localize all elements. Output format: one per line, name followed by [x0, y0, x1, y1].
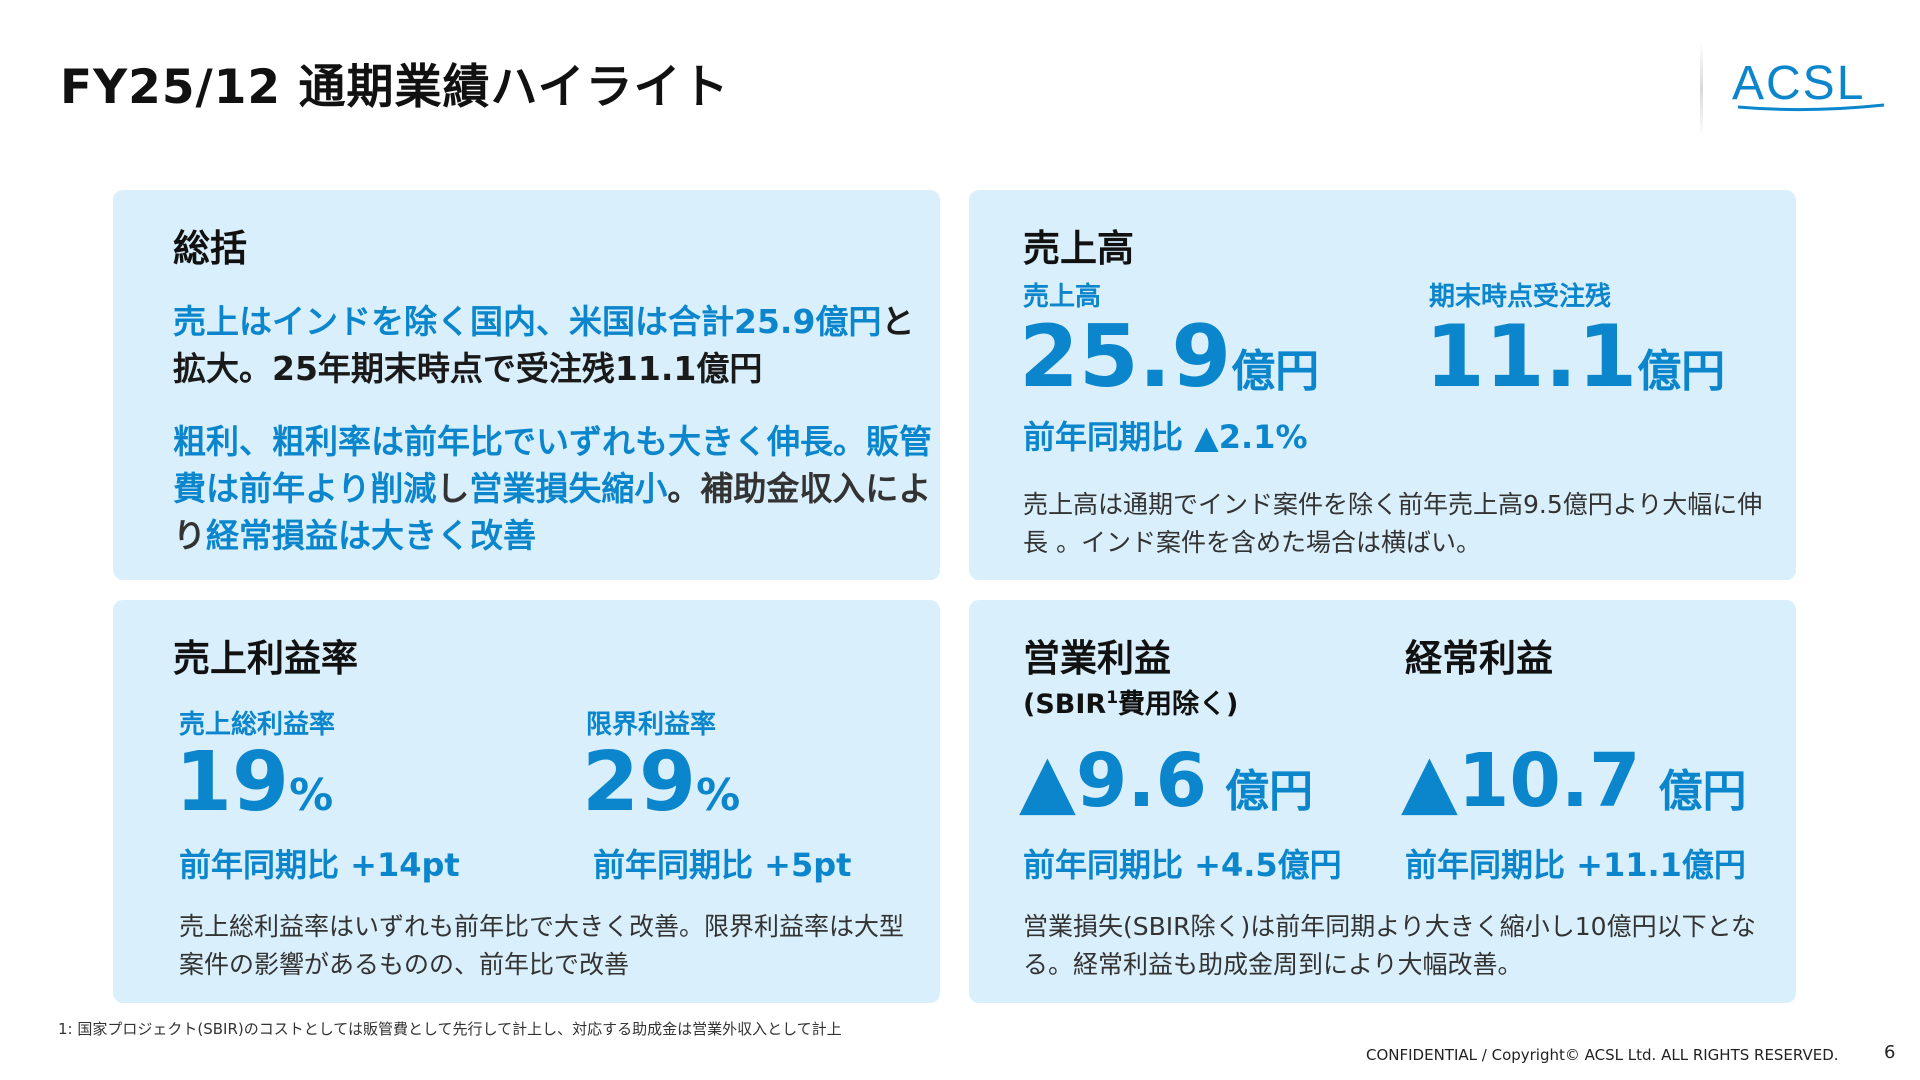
margin-description: 売上総利益率はいずれも前年比で大きく改善。限界利益率は大型案件の影響があるものの… — [179, 912, 905, 979]
ordinary-profit-heading: 経常利益 — [1405, 637, 1553, 680]
sales-card: 売上高 売上高 25.9億円 前年同期比 ▲2.1% 期末時点受注残 11.1億… — [969, 190, 1796, 580]
marginal-profit-yoy: 前年同期比 +5pt — [593, 846, 852, 884]
summary-p2-highlight-3: 経常損益は大きく改善 — [206, 516, 536, 555]
revenue-metric: 25.9億円 — [1019, 314, 1319, 400]
operating-profit-note: (SBIR1費用除く) — [1023, 682, 1238, 721]
revenue-label: 売上高 — [1023, 282, 1102, 312]
operating-note-suffix: 費用除く) — [1118, 689, 1239, 720]
page-title: FY25/12 通期業績ハイライト — [60, 60, 730, 115]
summary-p2-highlight-2: 営業損失縮小 — [469, 469, 668, 508]
page-number: 6 — [1884, 1042, 1896, 1063]
footnote: 1: 国家プロジェクト(SBIR)のコストとしては販管費として先行して計上し、対… — [58, 1020, 842, 1038]
operating-note-prefix: (SBIR — [1023, 689, 1107, 720]
summary-p2-text-1: し — [436, 469, 470, 508]
operating-profit-yoy: 前年同期比 +4.5億円 — [1023, 846, 1342, 884]
operating-profit-metric: ▲9.6 億円 — [1019, 744, 1313, 819]
gross-margin-unit: % — [289, 770, 334, 821]
logo-divider — [1700, 42, 1703, 137]
operating-profit-unit: 億円 — [1225, 766, 1313, 817]
marginal-profit-unit: % — [696, 770, 741, 821]
revenue-unit: 億円 — [1231, 346, 1320, 397]
marginal-profit-value: 29 — [582, 735, 697, 830]
summary-p2-text-2: 。補助金収入により — [173, 469, 932, 555]
backlog-value: 11.1 — [1425, 307, 1638, 407]
operating-profit-heading: 営業利益 — [1023, 637, 1171, 680]
ordinary-profit-unit: 億円 — [1658, 766, 1747, 817]
marginal-profit-label: 限界利益率 — [586, 710, 717, 740]
margin-card: 売上利益率 売上総利益率 19% 前年同期比 +14pt 限界利益率 29% 前… — [113, 600, 940, 1003]
gross-margin-label: 売上総利益率 — [179, 710, 336, 740]
operating-profit-value: ▲9.6 — [1019, 738, 1207, 824]
footnote-marker: 1 — [1106, 688, 1119, 708]
summary-paragraph-2: 粗利、粗利率は前年比でいずれも大きく伸長。販管費は前年より削減し営業損失縮小。補… — [173, 418, 933, 559]
sales-description: 売上高は通期でインド案件を除く前年売上高9.5億円より大幅に伸長 。インド案件を… — [1023, 490, 1763, 557]
summary-paragraph-1: 売上はインドを除く国内、米国は合計25.9億円と拡大。25年期末時点で受注残11… — [173, 298, 933, 392]
summary-p1-text: と拡大。25年期末時点で受注残11.1億円 — [173, 302, 915, 388]
profit-description: 営業損失(SBIR除く)は前年同期より大きく縮小し10億円以下となる。経常利益も… — [1023, 912, 1756, 979]
gross-margin-metric: 19% — [175, 742, 333, 824]
gross-margin-yoy: 前年同期比 +14pt — [179, 846, 460, 884]
summary-p2-highlight-1: 粗利、粗利率は前年比でいずれも大きく伸長。販管費は前年より削減 — [173, 422, 932, 508]
backlog-label: 期末時点受注残 — [1429, 282, 1612, 312]
sales-heading: 売上高 — [1023, 227, 1134, 270]
backlog-metric: 11.1億円 — [1425, 314, 1725, 400]
summary-card: 総括 売上はインドを除く国内、米国は合計25.9億円と拡大。25年期末時点で受注… — [113, 190, 940, 580]
revenue-yoy: 前年同期比 ▲2.1% — [1023, 418, 1308, 456]
ordinary-profit-metric: ▲10.7 億円 — [1401, 744, 1747, 819]
summary-p1-highlight: 売上はインドを除く国内、米国は合計25.9億円 — [173, 302, 882, 341]
backlog-unit: 億円 — [1637, 346, 1726, 397]
margin-heading: 売上利益率 — [173, 637, 358, 680]
ordinary-profit-value: ▲10.7 — [1401, 738, 1641, 824]
summary-heading: 総括 — [173, 227, 247, 270]
gross-margin-value: 19 — [175, 735, 290, 830]
ordinary-profit-yoy: 前年同期比 +11.1億円 — [1405, 846, 1746, 884]
profit-card: 営業利益 (SBIR1費用除く) ▲9.6 億円 前年同期比 +4.5億円 経常利… — [969, 600, 1796, 1003]
marginal-profit-metric: 29% — [582, 742, 740, 824]
revenue-value: 25.9 — [1019, 307, 1232, 407]
copyright-notice: CONFIDENTIAL / Copyright© ACSL Ltd. ALL … — [1366, 1046, 1839, 1064]
logo-text: ACSL — [1732, 57, 1865, 110]
acsl-logo: ACSL — [1728, 55, 1888, 115]
